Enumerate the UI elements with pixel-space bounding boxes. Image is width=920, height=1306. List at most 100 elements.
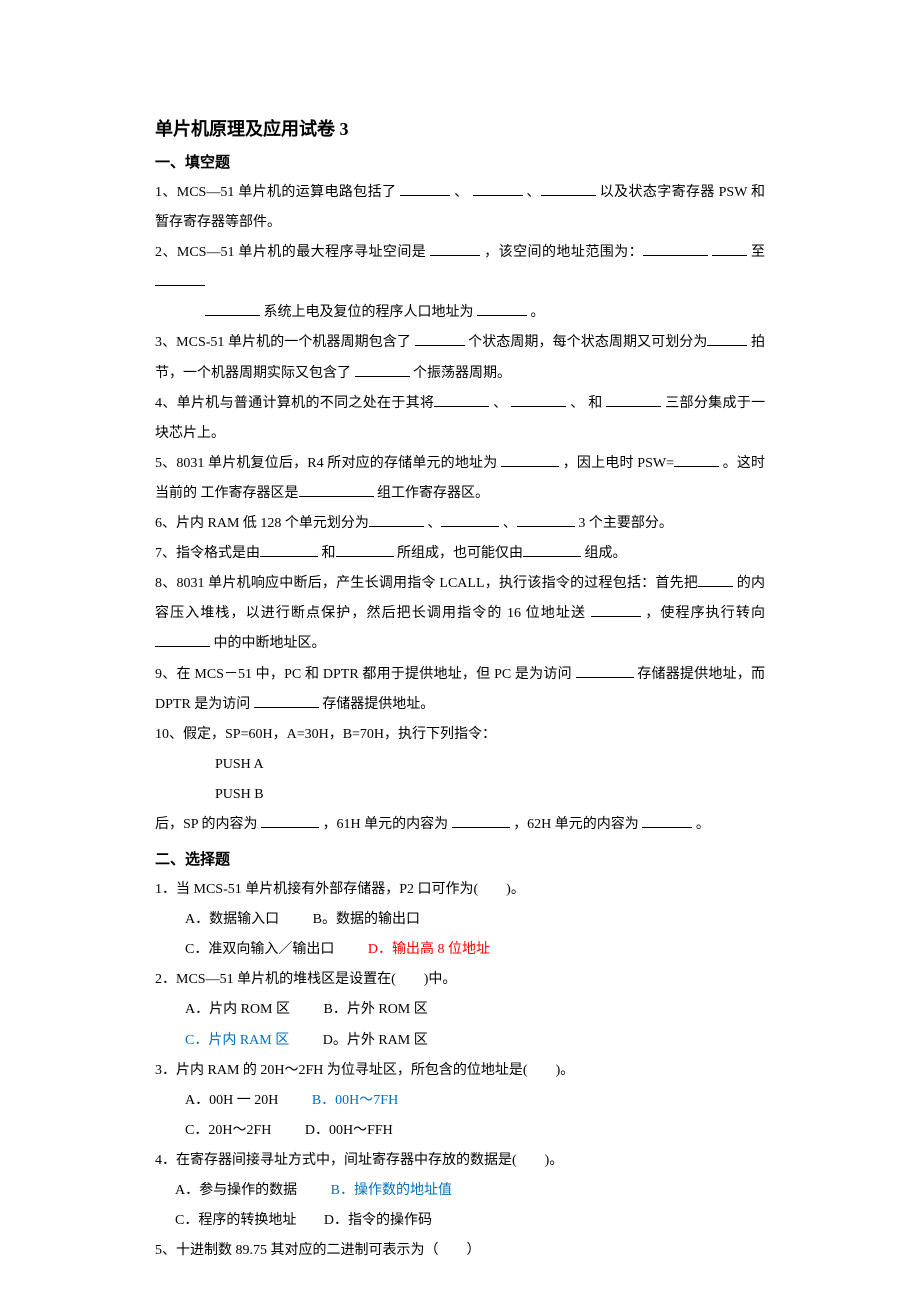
blank xyxy=(441,526,499,527)
mcq-3-row1: A．00H 一 20H B．00H～7FH xyxy=(155,1086,765,1116)
q1-text-c: 、 xyxy=(526,185,540,200)
q10-text-c: ，61H 单元的内容为 xyxy=(323,817,452,832)
q5-text-b: ，因上电时 PSW= xyxy=(563,456,674,471)
mcq3-option-d: D．00H～FFH xyxy=(305,1123,393,1138)
q2-text-b: ，该空间的地址范围为： xyxy=(484,245,643,260)
q10-text-b: 后，SP 的内容为 xyxy=(155,817,261,832)
blank xyxy=(155,646,210,647)
q5-text-d: 组工作寄存器区。 xyxy=(377,486,489,501)
blank xyxy=(336,556,394,557)
blank xyxy=(355,376,410,377)
question-8: 8、8031 单片机响应中断后，产生长调用指令 LCALL，执行该指令的过程包括… xyxy=(155,569,765,659)
question-2-cont: 系统上电及复位的程序人口地址为 。 xyxy=(155,298,765,328)
q9-text-a: 9、在 MCS－51 中，PC 和 DPTR 都用于提供地址，但 PC 是为访问 xyxy=(155,667,576,682)
code-line: PUSH B xyxy=(155,780,765,810)
blank xyxy=(501,466,559,467)
blank xyxy=(430,255,480,256)
mcq4-option-d: D．指令的操作码 xyxy=(324,1213,432,1228)
mcq4-option-c: C．程序的转换地址 xyxy=(175,1213,296,1228)
question-3: 3、MCS-51 单片机的一个机器周期包含了 个状态周期，每个状态周期又可划分为… xyxy=(155,328,765,388)
q9-text-c: 存储器提供地址。 xyxy=(322,697,434,712)
blank xyxy=(369,526,424,527)
q10-text-e: 。 xyxy=(696,817,710,832)
question-2: 2、MCS—51 单片机的最大程序寻址空间是 ，该空间的地址范围为： 至 xyxy=(155,238,765,298)
blank xyxy=(477,315,527,316)
q8-text-d: 中的中断地址区。 xyxy=(214,636,326,651)
question-7: 7、指令格式是由 和 所组成，也可能仅由 组成。 xyxy=(155,539,765,569)
blank xyxy=(698,586,733,587)
q6-text-d: 3 个主要部分。 xyxy=(578,516,673,531)
q3-text-d: 个振荡器周期。 xyxy=(413,366,511,381)
blank xyxy=(674,466,719,467)
q5-text-a: 5、8031 单片机复位后，R4 所对应的存储单元的地址为 xyxy=(155,456,501,471)
q3-text-a: 3、MCS-51 单片机的一个机器周期包含了 xyxy=(155,335,415,350)
question-9: 9、在 MCS－51 中，PC 和 DPTR 都用于提供地址，但 PC 是为访问… xyxy=(155,660,765,720)
q1-text-b: 、 xyxy=(454,185,472,200)
q7-text-c: 所组成，也可能仅由 xyxy=(397,546,523,561)
q2-text-d: 系统上电及复位的程序人口地址为 xyxy=(264,305,478,320)
blank xyxy=(517,526,575,527)
blank xyxy=(473,195,523,196)
mcq-1-stem: 1．当 MCS-51 单片机接有外部存储器，P2 口可作为( )。 xyxy=(155,875,765,905)
question-10: 10、假定，SP=60H，A=30H，B=70H，执行下列指令： xyxy=(155,720,765,750)
mcq-2-stem: 2．MCS—51 单片机的堆栈区是设置在( )中。 xyxy=(155,965,765,995)
blank xyxy=(642,827,692,828)
q6-text-a: 6、片内 RAM 低 128 个单元划分为 xyxy=(155,516,369,531)
q2-text-a: 2、MCS—51 单片机的最大程序寻址空间是 xyxy=(155,245,430,260)
mcq-4-row2: C．程序的转换地址 D．指令的操作码 xyxy=(155,1206,765,1236)
blank xyxy=(260,556,318,557)
mcq1-option-a: A．数据输入口 xyxy=(185,912,279,927)
mcq-3-stem: 3．片内 RAM 的 20H～2FH 为位寻址区，所包含的位地址是( )。 xyxy=(155,1056,765,1086)
blank xyxy=(576,677,634,678)
code-line: PUSH A xyxy=(155,750,765,780)
q6-text-b: 、 xyxy=(427,516,441,531)
blank xyxy=(254,707,319,708)
q4-text-b: 、 xyxy=(493,396,511,411)
mcq2-option-a: A．片内 ROM 区 xyxy=(185,1002,290,1017)
blank xyxy=(434,406,489,407)
blank xyxy=(606,406,661,407)
blank xyxy=(415,345,465,346)
mcq-3-row2: C．20H～2FH D．00H～FFH xyxy=(155,1116,765,1146)
document-title: 单片机原理及应用试卷 3 xyxy=(155,115,765,141)
blank xyxy=(155,285,205,286)
mcq1-option-b: B。数据的输出口 xyxy=(313,912,420,927)
mcq4-option-b-answer: B．操作数的地址值 xyxy=(331,1183,452,1198)
q10-text-d: ，62H 单元的内容为 xyxy=(513,817,642,832)
mcq1-option-d-answer: D．输出高 8 位地址 xyxy=(368,942,490,957)
blank xyxy=(400,195,450,196)
mcq-2-row1: A．片内 ROM 区 B．片外 ROM 区 xyxy=(155,995,765,1025)
blank xyxy=(523,556,581,557)
blank xyxy=(712,255,747,256)
mcq2-option-c-answer: C．片内 RAM 区 xyxy=(185,1033,289,1048)
blank xyxy=(541,195,596,196)
mcq-1-row2: C．准双向输入／输出口 D．输出高 8 位地址 xyxy=(155,935,765,965)
q2-text-c: 至 xyxy=(751,245,765,260)
blank xyxy=(591,616,641,617)
q7-text-d: 组成。 xyxy=(585,546,627,561)
mcq-4-stem: 4．在寄存器间接寻址方式中，间址寄存器中存放的数据是( )。 xyxy=(155,1146,765,1176)
mcq-5-stem: 5、十进制数 89.75 其对应的二进制可表示为（ ） xyxy=(155,1236,765,1266)
q7-text-a: 7、指令格式是由 xyxy=(155,546,260,561)
q4-text-a: 4、单片机与普通计算机的不同之处在于其将 xyxy=(155,396,434,411)
section-1-header: 一、填空题 xyxy=(155,151,765,172)
question-6: 6、片内 RAM 低 128 个单元划分为 、 、 3 个主要部分。 xyxy=(155,509,765,539)
mcq3-option-c: C．20H～2FH xyxy=(185,1123,271,1138)
blank xyxy=(261,827,319,828)
q10-text-a: 10、假定，SP=60H，A=30H，B=70H，执行下列指令： xyxy=(155,727,496,742)
section-2-header: 二、选择题 xyxy=(155,848,765,869)
q8-text-c: ，使程序执行转向 xyxy=(645,606,765,621)
mcq4-option-a: A．参与操作的数据 xyxy=(175,1183,297,1198)
question-1: 1、MCS—51 单片机的运算电路包括了 、 、 以及状态字寄存器 PSW 和暂… xyxy=(155,178,765,238)
question-5: 5、8031 单片机复位后，R4 所对应的存储单元的地址为 ，因上电时 PSW=… xyxy=(155,449,765,509)
mcq2-option-d: D。片外 RAM 区 xyxy=(323,1033,428,1048)
blank xyxy=(707,345,747,346)
question-10-cont: 后，SP 的内容为 ，61H 单元的内容为 ，62H 单元的内容为 。 xyxy=(155,810,765,840)
blank xyxy=(452,827,510,828)
question-4: 4、单片机与普通计算机的不同之处在于其将 、 、 和 三部分集成于一块芯片上。 xyxy=(155,389,765,449)
mcq-1-row1: A．数据输入口 B。数据的输出口 xyxy=(155,905,765,935)
q1-text-a: 1、MCS—51 单片机的运算电路包括了 xyxy=(155,185,400,200)
blank xyxy=(299,496,374,497)
blank xyxy=(205,315,260,316)
mcq3-option-a: A．00H 一 20H xyxy=(185,1093,278,1108)
